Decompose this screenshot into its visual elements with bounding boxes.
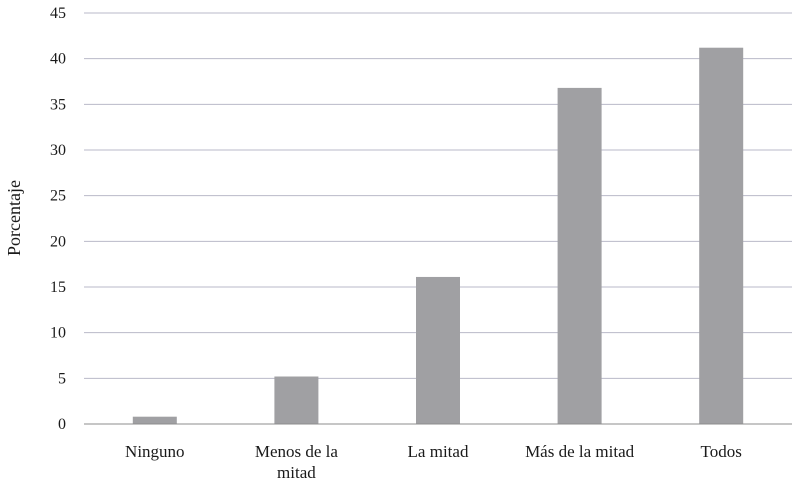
y-axis-title: Porcentaje xyxy=(4,180,24,256)
x-axis-categories: Ninguno Menos de la mitad La mitad Más de la… xyxy=(125,442,742,482)
x-category-label: Todos xyxy=(701,442,742,461)
y-tick-label: 30 xyxy=(50,142,66,159)
bar xyxy=(274,376,319,424)
y-tick-label: 45 xyxy=(50,5,66,22)
y-tick-label: 5 xyxy=(58,370,66,387)
y-tick-label: 15 xyxy=(50,279,66,296)
y-axis-ticks: 0 5 10 15 20 25 30 35 40 45 xyxy=(50,5,66,433)
bar xyxy=(132,416,177,424)
y-tick-label: 20 xyxy=(50,233,66,250)
y-tick-label: 10 xyxy=(50,325,66,342)
x-category-label: La mitad xyxy=(408,442,469,461)
y-tick-label: 0 xyxy=(58,416,66,433)
y-tick-label: 35 xyxy=(50,96,66,113)
bar xyxy=(557,87,602,424)
x-category-label: Menos de la xyxy=(255,442,339,461)
gridlines xyxy=(84,12,792,379)
bars xyxy=(132,47,744,424)
y-tick-label: 40 xyxy=(50,51,66,68)
x-category-label: Más de la mitad xyxy=(525,442,635,461)
x-category-label: mitad xyxy=(277,463,316,482)
bar xyxy=(416,276,460,424)
y-tick-label: 25 xyxy=(50,188,66,205)
bar xyxy=(699,47,744,424)
x-category-label: Ninguno xyxy=(125,442,185,461)
